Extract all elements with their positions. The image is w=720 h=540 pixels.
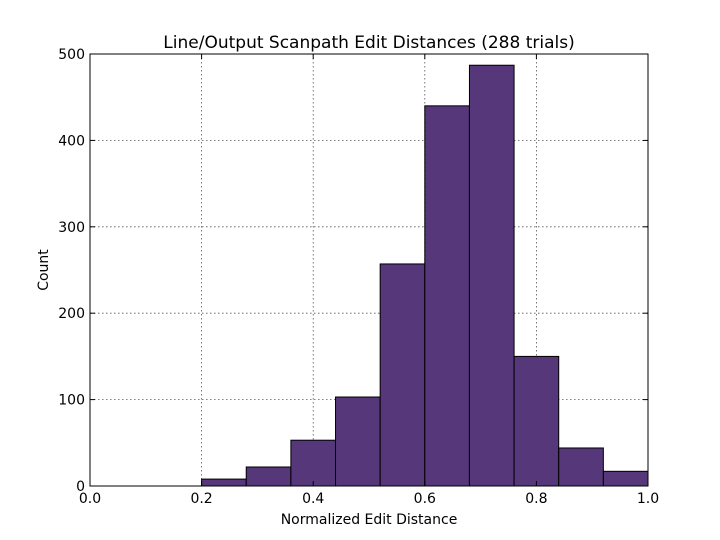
x-axis-label: Normalized Edit Distance	[281, 512, 458, 528]
x-tick-label: 0.2	[190, 491, 212, 507]
axis-ticks: 0.0 0.2 0.4 0.6 0.8 1.0 0 100 200 300 400 500	[58, 47, 659, 507]
histogram-bar	[513, 355, 560, 487]
y-tick-label: 200	[58, 306, 85, 322]
y-axis-label: Count	[36, 249, 52, 291]
histogram-bar	[379, 263, 426, 487]
y-tick-label: 0	[76, 479, 85, 495]
bars	[201, 64, 649, 487]
x-tick-label: 0.6	[414, 491, 436, 507]
histogram-bar	[335, 396, 381, 487]
histogram-bar	[245, 466, 292, 487]
histogram-bar	[558, 447, 604, 487]
histogram-bar	[468, 64, 515, 487]
y-tick-label: 100	[58, 393, 85, 409]
histogram-bar	[201, 478, 247, 487]
x-tick-label: 0.0	[79, 491, 101, 507]
y-tick-label: 500	[58, 47, 85, 63]
histogram-bar	[290, 439, 337, 487]
y-tick-label: 300	[58, 220, 85, 236]
chart-title: Line/Output Scanpath Edit Distances (288…	[163, 33, 574, 53]
x-tick-label: 1.0	[637, 491, 659, 507]
plot-frame	[89, 53, 649, 487]
histogram-bar	[424, 105, 470, 487]
y-tick-label: 400	[58, 133, 85, 149]
x-tick-label: 0.8	[525, 491, 547, 507]
x-tick-label: 0.4	[302, 491, 324, 507]
histogram-bar	[602, 470, 649, 487]
